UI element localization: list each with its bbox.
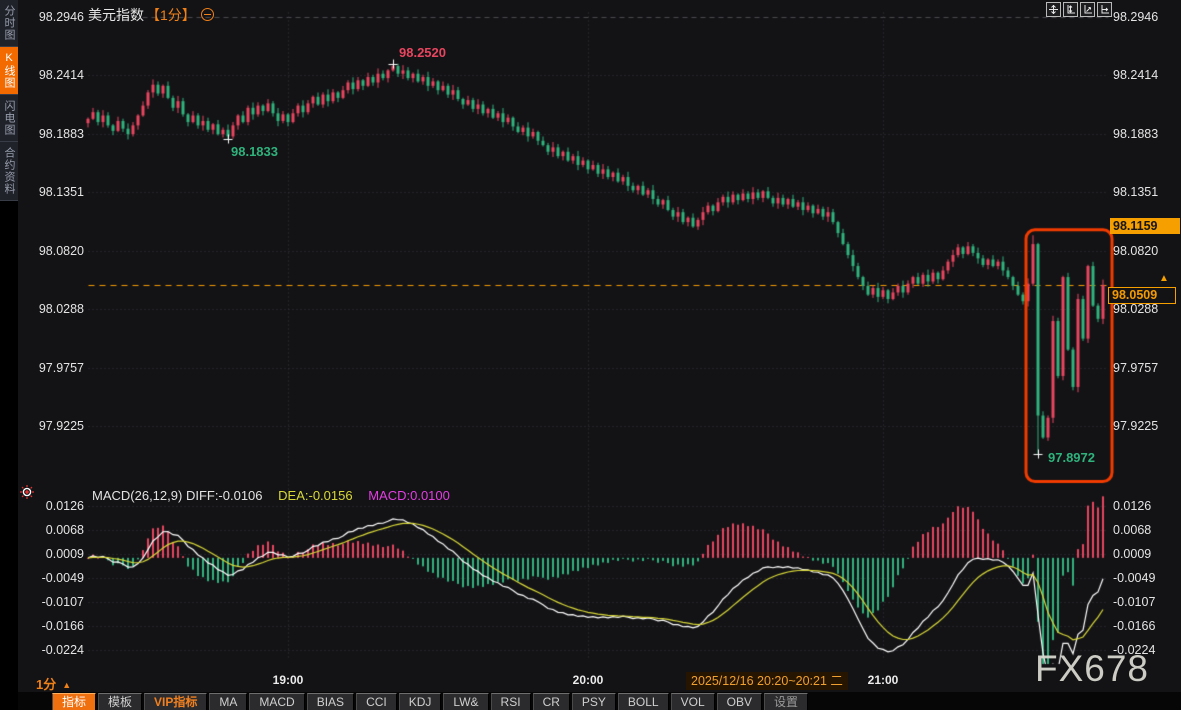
tab-CCI[interactable]: CCI — [356, 692, 397, 710]
tab-模板[interactable]: 模板 — [98, 692, 143, 710]
macd-axis-label: 0.0068 — [45, 522, 84, 537]
macd-axis-label: -0.0107 — [41, 594, 84, 609]
chart-title: 美元指数 【1分】 — [88, 5, 214, 25]
time-tick-19:00: 19:00 — [272, 673, 304, 687]
price-axis-label: 97.9757 — [38, 360, 84, 375]
macd-name: MACD(26,12,9) — [92, 488, 183, 503]
time-tick-20:00: 20:00 — [572, 673, 604, 687]
symbol-name: 美元指数 — [88, 7, 144, 23]
period-selector-label: 1分 — [36, 677, 57, 692]
price-axis-label: 98.0288 — [1113, 302, 1159, 317]
price-axis-label: 98.2414 — [38, 68, 84, 83]
session-low-label: 97.8972 — [1048, 449, 1095, 465]
selected-range-label: 2025/12/16 20:20~20:21 二 — [686, 672, 848, 690]
price-axis-label: 98.1351 — [1113, 185, 1159, 200]
macd-axis-label: -0.0049 — [1113, 571, 1156, 585]
y-axis-scale-icon[interactable] — [1063, 2, 1078, 17]
time-tick-21:00: 21:00 — [867, 673, 899, 687]
fx678-watermark: FX678 — [1035, 648, 1150, 689]
tab-指标[interactable]: 指标 — [52, 692, 97, 710]
price-axis-label: 97.9225 — [1113, 419, 1159, 433]
chart-mini-toolbar — [1046, 2, 1112, 17]
price-axis-label: 98.1351 — [38, 185, 84, 200]
tab-RSI[interactable]: RSI — [490, 692, 531, 710]
period-dropdown-arrow-icon: ▲ — [62, 680, 72, 690]
sidebar: 分时图 K线图 闪电图 合约资料 — [0, 0, 18, 710]
macd-axis-label: -0.0166 — [41, 619, 84, 634]
pan-icon[interactable] — [1046, 2, 1061, 17]
macd-axis-label: 0.0126 — [1113, 499, 1152, 513]
tab-BIAS[interactable]: BIAS — [306, 692, 355, 710]
last-price-tag: 98.0509 — [1108, 286, 1176, 304]
macd-diff-value: DIFF:-0.0106 — [185, 488, 263, 503]
price-axis-label: 98.1883 — [38, 126, 84, 141]
macd-dea-value: DEA:-0.0156 — [278, 488, 353, 503]
price-axis-label: 98.2946 — [1113, 10, 1159, 24]
price-axis-label: 97.9757 — [1113, 360, 1159, 375]
tab-VOL[interactable]: VOL — [670, 692, 715, 710]
macd-axis-label: -0.0224 — [41, 643, 84, 657]
indicator-alert-icon[interactable] — [20, 485, 34, 499]
tab-CR[interactable]: CR — [532, 692, 570, 710]
macd-axis-label: 0.0068 — [1113, 522, 1152, 537]
price-axis-label: 98.0288 — [38, 302, 84, 317]
tab-MA[interactable]: MA — [209, 692, 248, 710]
tab-BOLL[interactable]: BOLL — [617, 692, 669, 710]
time-axis: 1分 ▲ 2025/12/16 20:20~20:21 二 19:00 20:00 2… — [18, 668, 1181, 692]
macd-axis-label: 0.0009 — [1113, 547, 1152, 562]
price-axis-label: 98.0820 — [38, 243, 84, 258]
tab-OBV[interactable]: OBV — [716, 692, 762, 710]
macd-axis-label: 0.0009 — [45, 547, 84, 562]
period-selector[interactable]: 1分 ▲ — [36, 674, 71, 693]
macd-axis-label: -0.0049 — [41, 571, 84, 585]
tab-设置[interactable]: 设置 — [763, 692, 808, 710]
price-axis-label: 98.2946 — [38, 10, 84, 24]
tab-PSY[interactable]: PSY — [571, 692, 616, 710]
sidebar-item-1[interactable]: K线图 — [0, 47, 18, 95]
price-axis-label: 97.9225 — [38, 419, 84, 433]
sidebar-panel: 分时图 K线图 闪电图 合约资料 — [0, 0, 18, 201]
macd-axis-label: -0.0166 — [1113, 619, 1156, 634]
macd-axis-label: -0.0107 — [1113, 594, 1156, 609]
sidebar-item-0[interactable]: 分时图 — [0, 0, 18, 47]
indicator-tab-bar: 指标 模板 VIP指标 MA MACD BIAS CCI KDJ LW& RSI CR PSY BOLL… — [18, 692, 1181, 710]
macd-axis-label: -0.0224 — [1113, 643, 1156, 657]
box-high-price-tag: 98.1159 — [1110, 218, 1180, 235]
tab-VIP指标[interactable]: VIP指标 — [144, 692, 208, 710]
sidebar-item-3[interactable]: 合约资料 — [0, 142, 18, 201]
x-axis-scale-icon[interactable] — [1097, 2, 1112, 17]
sidebar-item-2[interactable]: 闪电图 — [0, 95, 18, 142]
macd-indicator-header: MACD(26,12,9) DIFF:-0.0106 DEA:-0.0156 M… — [92, 488, 450, 503]
period-tag: 【1分】 — [146, 7, 196, 23]
tab-MACD[interactable]: MACD — [249, 692, 305, 710]
auto-scale-icon[interactable] — [1080, 2, 1095, 17]
swing-low-label: 98.1833 — [231, 144, 278, 160]
last-price-arrow-icon: ▲ — [1159, 272, 1169, 284]
macd-axis-label: 0.0126 — [45, 499, 84, 513]
price-axis-label: 98.2414 — [1113, 68, 1159, 83]
swing-high-label: 98.2520 — [399, 44, 446, 60]
price-axis-label: 98.1883 — [1113, 126, 1159, 141]
tab-LW&[interactable]: LW& — [443, 692, 489, 710]
macd-value: MACD:0.0100 — [368, 488, 450, 503]
price-axis-label: 98.0820 — [1113, 243, 1159, 258]
tab-KDJ[interactable]: KDJ — [398, 692, 442, 710]
collapse-panel-icon[interactable] — [200, 8, 214, 21]
